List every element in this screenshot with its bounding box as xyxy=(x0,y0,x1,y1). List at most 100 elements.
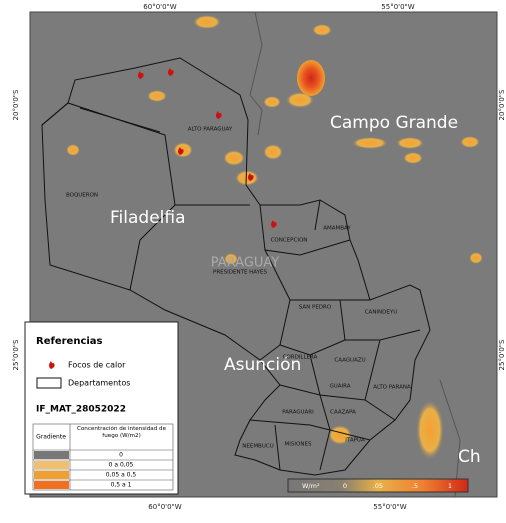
colorbar-label: 1 xyxy=(448,482,452,490)
fire-area xyxy=(312,24,332,36)
city-label: Campo Grande xyxy=(330,113,458,133)
coord-label: 20°0'0"S xyxy=(12,89,20,120)
department-label: MISIONES xyxy=(285,442,312,448)
fire-areas xyxy=(66,15,483,460)
departments xyxy=(41,57,431,476)
fire-area xyxy=(263,144,283,160)
coord-label: 20°0'0"S xyxy=(498,89,506,120)
fire-area xyxy=(224,253,238,265)
fire-icons xyxy=(138,68,277,228)
department-label: PRESIDENTE HAYES xyxy=(213,270,267,276)
coord-label: 60°0'0"W xyxy=(143,3,176,11)
colorbar: W/m² 0 .05 .5 1 xyxy=(287,478,469,493)
department-border xyxy=(259,204,351,256)
legend-title: Referencias xyxy=(36,336,103,347)
fire-area xyxy=(396,137,424,149)
legend-layer: IF_MAT_28052022 xyxy=(36,405,126,415)
department-border xyxy=(79,107,161,133)
gradient-swatch xyxy=(34,461,69,469)
department-label: CAAZAPA xyxy=(330,410,356,416)
city-label: Asunción xyxy=(224,355,301,375)
department-label: BOQUERON xyxy=(66,193,98,199)
coord-label: 55°0'0"W xyxy=(373,503,406,511)
coord-label: 55°0'0"W xyxy=(381,3,414,11)
fire-icon xyxy=(168,68,174,76)
department-label: NEEMBUCU xyxy=(242,444,273,450)
table-row: 0,5 a 1 xyxy=(111,482,132,489)
fire-area xyxy=(193,15,221,29)
fire-area xyxy=(328,425,352,445)
gradient-swatch xyxy=(34,471,69,479)
colorbar-label: .5 xyxy=(412,482,418,490)
department-border xyxy=(249,419,331,471)
table-row: 0,05 a 0,5 xyxy=(106,472,137,479)
country-outline xyxy=(41,57,431,476)
fire-icon xyxy=(271,220,277,228)
fire-area xyxy=(352,137,388,149)
table-header: Gradiente xyxy=(36,434,66,441)
fire-icon xyxy=(178,147,184,155)
gradient-swatch xyxy=(34,451,69,459)
fire-area xyxy=(286,92,314,108)
city-label: Filadelfia xyxy=(110,208,186,228)
fire-area xyxy=(403,152,423,164)
fire-area xyxy=(263,96,281,108)
fire-area xyxy=(460,136,480,148)
fire-area xyxy=(223,150,245,166)
country-label: PARAGUAY xyxy=(211,256,280,271)
coord-label: 25°0'0"S xyxy=(12,339,20,370)
fire-area xyxy=(235,170,259,186)
department-label: CORDILLERA xyxy=(283,355,318,361)
department-border xyxy=(129,204,176,291)
department-border xyxy=(314,199,321,231)
fire-icon xyxy=(248,173,254,181)
department-labels: ALTO PARAGUAY BOQUERON CONCEPCION AMAMBAY PR… xyxy=(66,127,411,450)
department-label: AMAMBAY xyxy=(323,226,351,232)
colorbar-unit: W/m² xyxy=(302,482,320,490)
table-header: Concentración de intensidad de fuego (W/… xyxy=(76,426,167,439)
legend-swatch xyxy=(36,377,62,389)
fire-icon xyxy=(138,71,144,79)
department-label: PARAGUARI xyxy=(282,410,314,416)
gradient-swatch xyxy=(34,481,69,489)
table-row: 0 a 0,05 xyxy=(109,462,134,469)
legend-item: Focos de calor xyxy=(68,361,126,370)
fire-core xyxy=(297,60,325,96)
colorbar-label: 0 xyxy=(343,482,347,490)
coord-label: 60°0'0"W xyxy=(148,503,181,511)
department-label: GUAIRA xyxy=(329,384,350,390)
fire-icon xyxy=(49,361,55,369)
borders xyxy=(249,11,461,498)
department-border xyxy=(309,339,381,401)
department-label: CAAGUAZU xyxy=(334,358,365,364)
colorbar-bar xyxy=(287,478,469,493)
legend: Referencias Focos de calor Departamentos… xyxy=(24,321,179,495)
legend-item: Departamentos xyxy=(68,379,130,388)
table-header-box: Concentración de intensidad de fuego (W/… xyxy=(76,426,167,439)
department-border xyxy=(339,299,421,341)
fire-area xyxy=(147,90,167,102)
department-border xyxy=(364,399,396,421)
department-label: ALTO PARANA xyxy=(373,385,411,391)
colorbar-label: .05 xyxy=(373,482,383,490)
department-border xyxy=(259,249,291,361)
city-label: Ch xyxy=(458,447,481,467)
coord-label: 25°0'0"S xyxy=(498,339,506,370)
department-label: CANINDEYU xyxy=(365,310,398,316)
department-border xyxy=(274,424,281,471)
table-row: 0 xyxy=(119,452,123,459)
department-label: CONCEPCION xyxy=(271,238,308,244)
border xyxy=(439,379,461,498)
department-label: ITAPUA xyxy=(345,438,365,444)
department-border xyxy=(41,102,250,206)
fire-icon xyxy=(216,111,222,119)
fire-area xyxy=(416,400,444,460)
border xyxy=(249,11,263,136)
department-label: ALTO PARAGUAY xyxy=(188,127,233,133)
department-label: SAN PEDRO xyxy=(299,305,332,311)
fire-area xyxy=(66,144,80,156)
fire-area xyxy=(469,252,483,264)
department-border xyxy=(279,384,371,441)
